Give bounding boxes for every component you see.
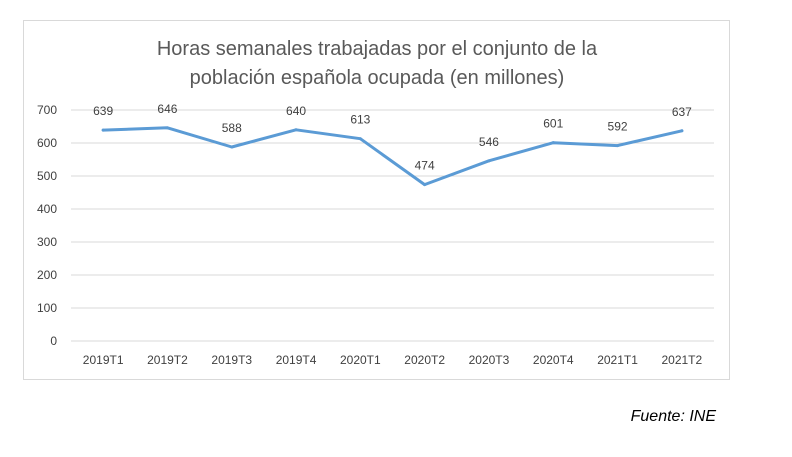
x-tick-label: 2019T3	[211, 353, 252, 367]
data-label: 588	[222, 121, 242, 135]
y-tick-label: 700	[37, 103, 57, 117]
data-point	[230, 145, 234, 149]
chart-container: Horas semanales trabajadas por el conjun…	[23, 20, 730, 380]
x-tick-label: 2019T1	[83, 353, 124, 367]
data-point	[423, 183, 427, 187]
x-tick-label: 2019T2	[147, 353, 188, 367]
data-label: 637	[672, 105, 692, 119]
data-labels: 639 646 588 640 613 474 546 601 592 637	[93, 102, 692, 173]
data-point	[487, 159, 491, 163]
data-label: 474	[415, 159, 435, 173]
y-tick-label: 200	[37, 268, 57, 282]
x-axis-labels: 2019T1 2019T2 2019T3 2019T4 2020T1 2020T2 2020…	[83, 353, 703, 367]
x-tick-label: 2020T2	[404, 353, 445, 367]
y-tick-label: 300	[37, 235, 57, 249]
data-point	[101, 128, 105, 132]
data-label: 546	[479, 135, 499, 149]
x-tick-label: 2020T4	[533, 353, 574, 367]
chart-title: Horas semanales trabajadas por el conjun…	[157, 38, 598, 89]
series-line-path	[101, 126, 684, 187]
y-tick-label: 500	[37, 169, 57, 183]
x-tick-label: 2019T4	[276, 353, 317, 367]
y-tick-label: 100	[37, 301, 57, 315]
data-point	[680, 129, 684, 133]
data-label: 613	[350, 113, 370, 127]
x-tick-label: 2021T1	[597, 353, 638, 367]
data-label: 601	[543, 117, 563, 131]
y-tick-label: 600	[37, 136, 57, 150]
data-point	[551, 141, 555, 145]
chart-title-line: población española ocupada (en millones)	[190, 67, 565, 89]
x-tick-label: 2020T3	[469, 353, 510, 367]
x-tick-label: 2020T1	[340, 353, 381, 367]
chart-title-line: Horas semanales trabajadas por el conjun…	[157, 38, 598, 60]
gridlines	[71, 109, 714, 342]
line-chart: Horas semanales trabajadas por el conjun…	[37, 38, 714, 367]
data-label: 646	[157, 102, 177, 116]
y-tick-label: 0	[50, 334, 57, 348]
data-label: 592	[608, 120, 628, 134]
y-tick-label: 400	[37, 202, 57, 216]
data-point	[616, 144, 620, 148]
source-note: Fuente: INE	[630, 408, 716, 425]
data-label: 639	[93, 104, 113, 118]
data-label: 640	[286, 104, 306, 118]
series-line	[101, 126, 684, 187]
data-point	[358, 137, 362, 141]
y-axis-labels: 0 100 200 300 400 500 600 700	[37, 103, 57, 348]
x-tick-label: 2021T2	[661, 353, 702, 367]
data-point	[294, 128, 298, 132]
data-point	[165, 126, 169, 130]
